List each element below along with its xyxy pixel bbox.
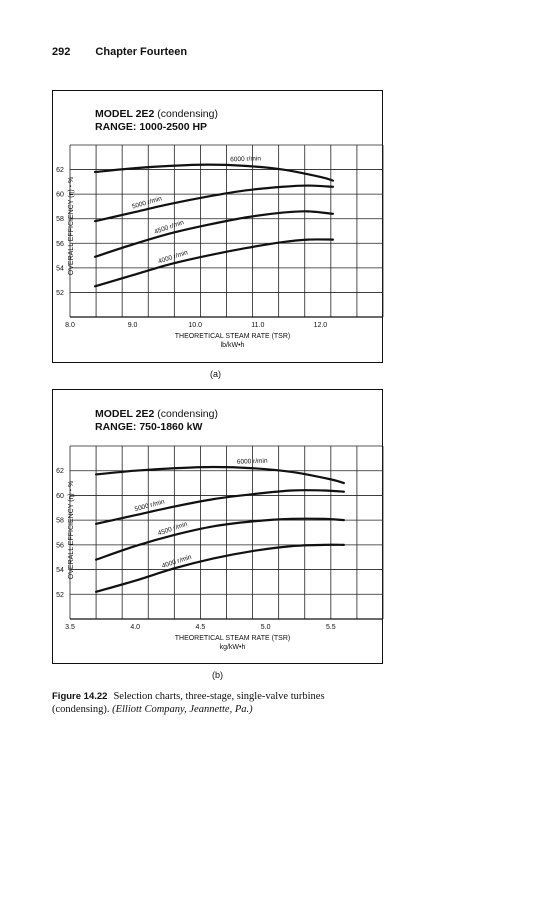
chart-svg-a: 52 54 56 58 60 62 8.0 9.0 10.0 11.0 12.0 OVERALL EF…	[56, 144, 384, 349]
x-tick-label: 4.5	[196, 624, 206, 631]
y-tick-label: 56	[56, 542, 64, 549]
figure-credit: (Elliott Company, Jeannette, Pa.)	[112, 704, 253, 715]
y-tick-label: 62	[56, 468, 64, 475]
grid	[69, 144, 384, 318]
chart-subtitle: RANGE: 1000-2500 HP	[95, 121, 208, 133]
chart-panel-a: MODEL 2E2 (condensing) RANGE: 1000-2500 …	[52, 90, 384, 363]
y-tick-label: 58	[56, 216, 64, 223]
y-tick-label: 52	[56, 290, 64, 297]
x-tick-label: 10.0	[188, 322, 202, 329]
y-axis-label: OVERALL EFFICIENCY (η) - %	[68, 481, 75, 579]
page-number: 292	[52, 46, 71, 58]
x-tick-label: 8.0	[65, 322, 75, 329]
grid	[69, 445, 384, 620]
y-tick-label: 54	[56, 567, 64, 574]
panel-label-b: (b)	[212, 670, 223, 680]
series-line	[94, 517, 345, 561]
chapter-title: Chapter Fourteen	[95, 46, 188, 58]
chart-title-model: MODEL 2E2	[95, 108, 155, 120]
chart-title-b: MODEL 2E2 (condensing) RANGE: 750-1860 k…	[95, 408, 218, 434]
chart-title-model: MODEL 2E2	[95, 408, 155, 420]
x-axis-unit: kg/kW•h	[220, 644, 246, 651]
series-line	[93, 184, 335, 223]
x-tick-label: 5.0	[261, 624, 271, 631]
x-tick-label: 9.0	[128, 322, 138, 329]
figure-caption: Figure 14.22 Selection charts, three-stag…	[52, 690, 384, 716]
y-tick-label: 56	[56, 241, 64, 248]
y-tick-label: 58	[56, 518, 64, 525]
series-line	[93, 163, 335, 182]
x-tick-label: 12.0	[314, 322, 328, 329]
series-line	[93, 238, 335, 288]
figure-caption-text: Selection charts, three-stage, single-va…	[52, 691, 325, 715]
panel-label-a: (a)	[210, 369, 221, 379]
y-axis-label: OVERALL EFFICIENCY (η) - %	[68, 177, 75, 275]
series-label: 6000 r/min	[237, 458, 268, 466]
x-tick-label: 5.5	[326, 624, 336, 631]
y-tick-label: 60	[56, 493, 64, 500]
series-line	[94, 543, 345, 593]
y-tick-label: 54	[56, 265, 64, 272]
y-tick-label: 62	[56, 167, 64, 174]
series-line	[94, 465, 345, 485]
x-axis-label: THEORETICAL STEAM RATE (TSR)	[175, 635, 291, 642]
x-tick-label: 3.5	[65, 624, 75, 631]
series-line	[93, 210, 335, 258]
chart-title-suffix: (condensing)	[157, 108, 218, 120]
chart-title-suffix: (condensing)	[157, 408, 218, 420]
x-axis-unit: lb/kW•h	[221, 342, 245, 349]
chart-panel-b: MODEL 2E2 (condensing) RANGE: 750-1860 k…	[52, 389, 384, 664]
figure-number: Figure 14.22	[52, 691, 108, 702]
chart-title-a: MODEL 2E2 (condensing) RANGE: 1000-2500 …	[95, 108, 218, 134]
y-tick-label: 60	[56, 192, 64, 199]
series-line	[94, 489, 345, 525]
x-tick-label: 11.0	[251, 322, 264, 329]
chart-svg-b: 52 54 56 58 60 62 3.5 4.0 4.5 5.0 5.5 OVERALL EFFIC…	[56, 445, 384, 651]
chart-subtitle: RANGE: 750-1860 kW	[95, 421, 203, 433]
y-tick-label: 52	[56, 592, 64, 599]
series-label: 6000 r/min	[230, 155, 261, 163]
x-axis-label: THEORETICAL STEAM RATE (TSR)	[175, 333, 291, 340]
x-tick-label: 4.0	[130, 624, 140, 631]
page-header: 292 Chapter Fourteen	[52, 46, 187, 58]
